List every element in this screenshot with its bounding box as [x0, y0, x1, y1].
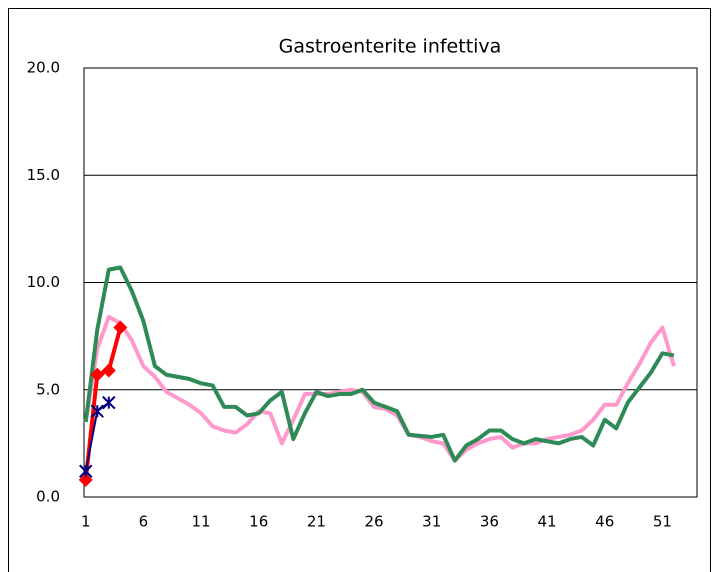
marker: [78, 472, 93, 487]
series-line: [83, 265, 675, 463]
y-tick-label: 5.0: [36, 380, 60, 398]
x-tick-label: 21: [307, 513, 326, 531]
x-tick-label: 16: [249, 513, 268, 531]
x-tick-label: 46: [595, 513, 614, 531]
x-tick-label: 6: [139, 513, 149, 531]
y-tick-label: 15.0: [27, 166, 60, 184]
x-tick-label: 36: [480, 513, 499, 531]
marker: [101, 363, 116, 378]
marker: [102, 395, 116, 410]
x-tick-label: 31: [422, 513, 441, 531]
series-line: [83, 314, 676, 463]
x-tick-label: 1: [81, 513, 91, 531]
chart-title: Gastroenterite infettiva: [279, 36, 502, 58]
frame: [8, 8, 711, 572]
y-tick-label: 0.0: [36, 488, 60, 506]
marker: [90, 404, 104, 418]
marker: [90, 367, 105, 382]
x-tick-label: 51: [653, 513, 672, 531]
series-line: [83, 327, 123, 481]
marker: [79, 464, 93, 478]
x-tick-label: 26: [365, 513, 384, 531]
y-tick-label: 20.0: [27, 59, 60, 77]
x-tick-label: 11: [192, 513, 211, 531]
y-tick-label: 10.0: [27, 273, 60, 291]
marker: [113, 320, 128, 335]
x-tick-label: 41: [538, 513, 557, 531]
